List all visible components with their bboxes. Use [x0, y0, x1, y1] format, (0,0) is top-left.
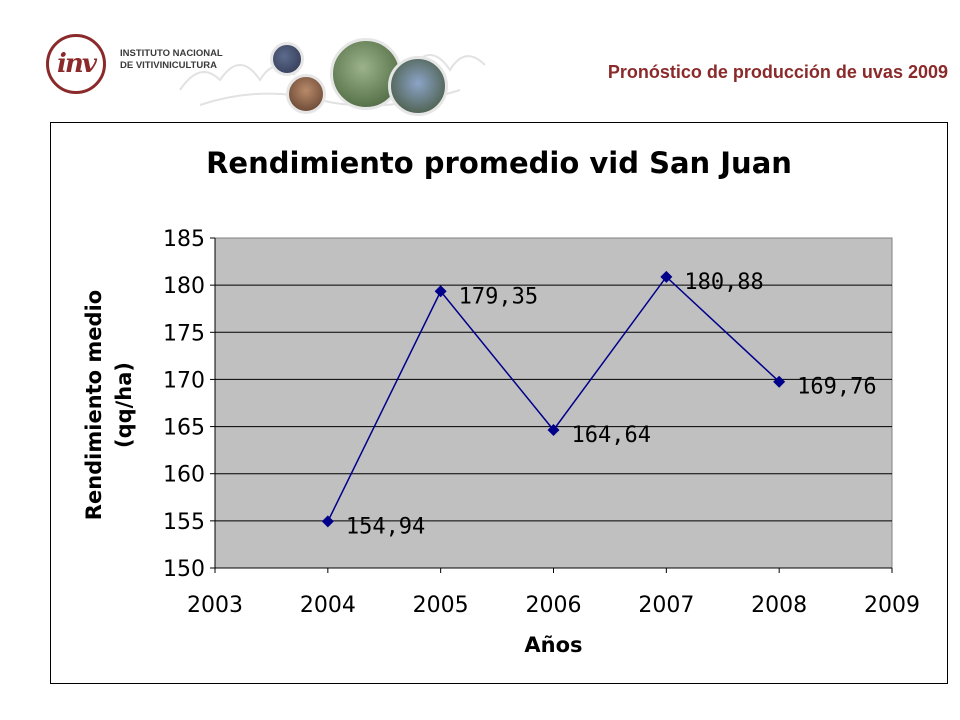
- y-tick-label: 150: [163, 557, 205, 582]
- data-point-marker: [321, 515, 334, 528]
- x-tick-label: 2006: [526, 593, 582, 618]
- y-tick-label: 185: [163, 227, 205, 252]
- x-tick-label: 2008: [751, 593, 807, 618]
- x-axis-label: Años: [524, 633, 582, 657]
- header: inv INSTITUTO NACIONAL DE VITIVINICULTUR…: [0, 0, 960, 116]
- x-tick-label: 2007: [638, 593, 694, 618]
- x-tick-label: 2005: [413, 593, 469, 618]
- data-label: 154,94: [346, 514, 425, 539]
- y-tick-label: 165: [163, 416, 205, 441]
- data-point-marker: [660, 270, 673, 283]
- logo-line-2: DE VITIVINICULTURA: [120, 60, 217, 71]
- harvest-photo: [388, 56, 448, 116]
- x-tick-label: 2009: [864, 593, 920, 618]
- line-chart: 150 155 160 165 170 175 180 185 2003 2004 2005 2006…: [82, 146, 920, 657]
- logo-mark: inv: [57, 49, 97, 79]
- y-tick-label: 160: [163, 463, 205, 488]
- y-tick-label: 180: [163, 274, 205, 299]
- logo-text: INSTITUTO NACIONAL DE VITIVINICULTURA: [120, 48, 240, 72]
- x-tick-label: 2004: [300, 593, 356, 618]
- chart-title: Rendimiento promedio vid San Juan: [206, 146, 792, 180]
- wine-photo: [286, 74, 326, 114]
- data-point-marker: [434, 285, 447, 298]
- data-point-marker: [773, 375, 786, 388]
- inv-logo: inv INSTITUTO NACIONAL DE VITIVINICULTUR…: [46, 34, 236, 98]
- chart-frame: 150 155 160 165 170 175 180 185 2003 2004 2005 2006…: [50, 122, 948, 684]
- data-point-marker: [547, 423, 560, 436]
- x-tick-label: 2003: [187, 593, 243, 618]
- y-tick-label: 175: [163, 321, 205, 346]
- y-tick-label: 155: [163, 510, 205, 535]
- data-label: 179,35: [459, 284, 538, 309]
- y-axis-label: Rendimiento medio: [82, 290, 106, 520]
- logo-line-1: INSTITUTO NACIONAL: [120, 48, 223, 59]
- y-tick-label: 170: [163, 368, 205, 393]
- slide-title: Pronóstico de producción de uvas 2009: [607, 62, 948, 82]
- logo-circle: inv: [46, 34, 106, 94]
- data-label: 164,64: [572, 423, 651, 448]
- plot-area: [214, 237, 893, 569]
- data-label: 169,76: [797, 375, 876, 400]
- header-photo-collage: [258, 34, 458, 116]
- data-label: 180,88: [684, 270, 763, 295]
- y-axis-label-units: (qq/ha): [112, 362, 136, 448]
- grapes-photo: [270, 42, 304, 76]
